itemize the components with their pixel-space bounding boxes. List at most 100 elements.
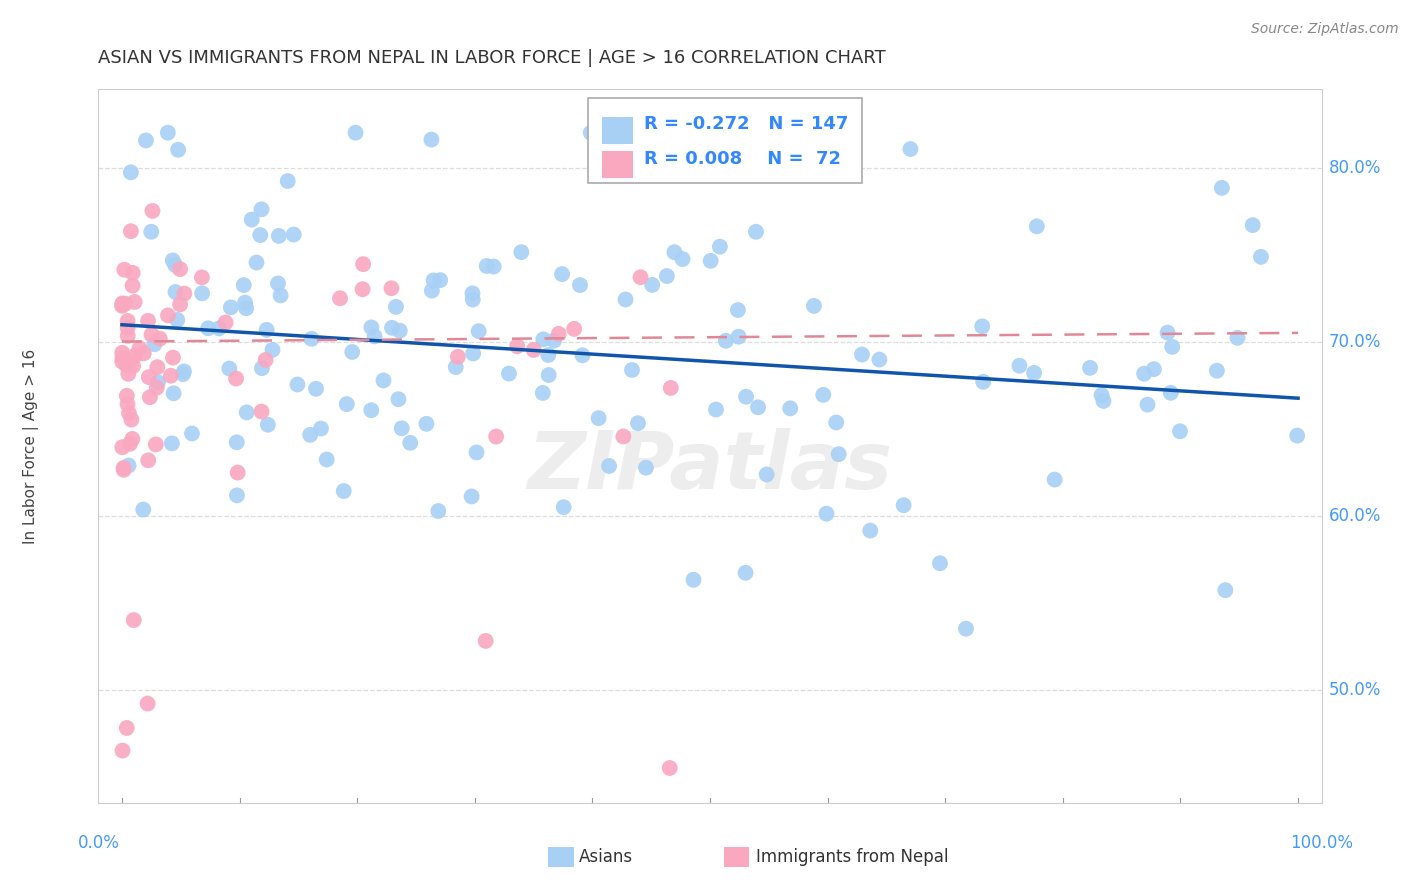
Point	[111, 298, 134, 312]
Point	[208, 321, 231, 335]
Point	[422, 273, 444, 287]
Text: 0.0%: 0.0%	[77, 834, 120, 852]
Point	[714, 334, 737, 348]
Point	[262, 343, 284, 357]
Point	[136, 697, 159, 711]
Point	[117, 367, 139, 381]
Point	[664, 245, 686, 260]
Point	[461, 286, 484, 301]
Point	[120, 412, 142, 426]
Point	[111, 440, 134, 454]
Point	[141, 203, 163, 218]
Point	[118, 406, 141, 420]
Point	[250, 202, 273, 217]
Point	[235, 301, 257, 316]
Point	[112, 461, 135, 475]
Text: Source: ZipAtlas.com: Source: ZipAtlas.com	[1251, 22, 1399, 37]
Point	[972, 319, 994, 334]
Point	[547, 326, 569, 341]
Point	[485, 429, 508, 443]
Point	[160, 436, 183, 450]
Text: ASIAN VS IMMIGRANTS FROM NEPAL IN LABOR FORCE | AGE > 16 CORRELATION CHART: ASIAN VS IMMIGRANTS FROM NEPAL IN LABOR …	[98, 49, 886, 67]
Point	[387, 392, 409, 407]
Point	[336, 397, 359, 411]
Point	[219, 301, 242, 315]
Point	[344, 126, 367, 140]
Point	[191, 270, 214, 285]
Point	[124, 295, 146, 310]
Point	[277, 174, 299, 188]
Point	[1078, 360, 1101, 375]
Point	[1008, 359, 1031, 373]
Point	[627, 416, 650, 430]
Point	[828, 447, 851, 461]
Point	[360, 320, 382, 334]
Point	[139, 390, 162, 404]
Point	[474, 634, 496, 648]
Point	[226, 466, 249, 480]
Text: Immigrants from Nepal: Immigrants from Nepal	[756, 848, 949, 866]
Point	[309, 421, 332, 435]
Point	[112, 262, 135, 277]
Point	[373, 373, 395, 387]
Point	[1168, 424, 1191, 438]
Point	[169, 262, 191, 277]
Point	[287, 377, 309, 392]
Point	[815, 507, 838, 521]
Point	[579, 126, 602, 140]
Point	[727, 329, 749, 343]
Point	[381, 321, 404, 335]
Point	[893, 498, 915, 512]
Point	[197, 321, 219, 335]
Point	[658, 761, 681, 775]
Point	[117, 314, 139, 328]
Point	[117, 321, 139, 335]
Point	[146, 376, 169, 390]
Point	[124, 349, 146, 363]
Point	[1136, 398, 1159, 412]
Point	[482, 260, 505, 274]
Point	[1025, 219, 1047, 234]
Point	[232, 278, 254, 293]
Point	[136, 314, 159, 328]
Point	[121, 278, 143, 293]
Point	[122, 613, 145, 627]
Point	[173, 286, 195, 301]
Point	[329, 291, 352, 305]
Point	[120, 165, 142, 179]
Point	[1043, 473, 1066, 487]
Point	[380, 281, 402, 295]
Point	[391, 421, 413, 435]
Point	[162, 253, 184, 268]
Point	[1161, 340, 1184, 354]
Point	[250, 361, 273, 376]
Point	[115, 358, 138, 372]
Point	[1215, 583, 1237, 598]
Point	[745, 225, 768, 239]
Point	[699, 253, 721, 268]
Point	[447, 350, 470, 364]
Point	[460, 490, 482, 504]
Point	[682, 573, 704, 587]
Point	[115, 721, 138, 735]
Point	[301, 332, 323, 346]
Point	[162, 351, 184, 365]
Point	[727, 303, 749, 318]
Point	[1250, 250, 1272, 264]
Point	[132, 346, 155, 360]
Point	[467, 324, 489, 338]
Point	[114, 296, 136, 310]
Text: 80.0%: 80.0%	[1329, 159, 1381, 177]
Text: ZIPatlas: ZIPatlas	[527, 428, 893, 507]
Point	[315, 452, 337, 467]
Point	[444, 360, 467, 375]
Point	[537, 348, 560, 362]
Point	[399, 435, 422, 450]
Point	[138, 370, 160, 384]
Point	[363, 329, 385, 343]
Point	[235, 405, 257, 419]
Point	[267, 228, 290, 243]
Point	[612, 429, 634, 443]
Point	[427, 504, 450, 518]
Point	[655, 268, 678, 283]
